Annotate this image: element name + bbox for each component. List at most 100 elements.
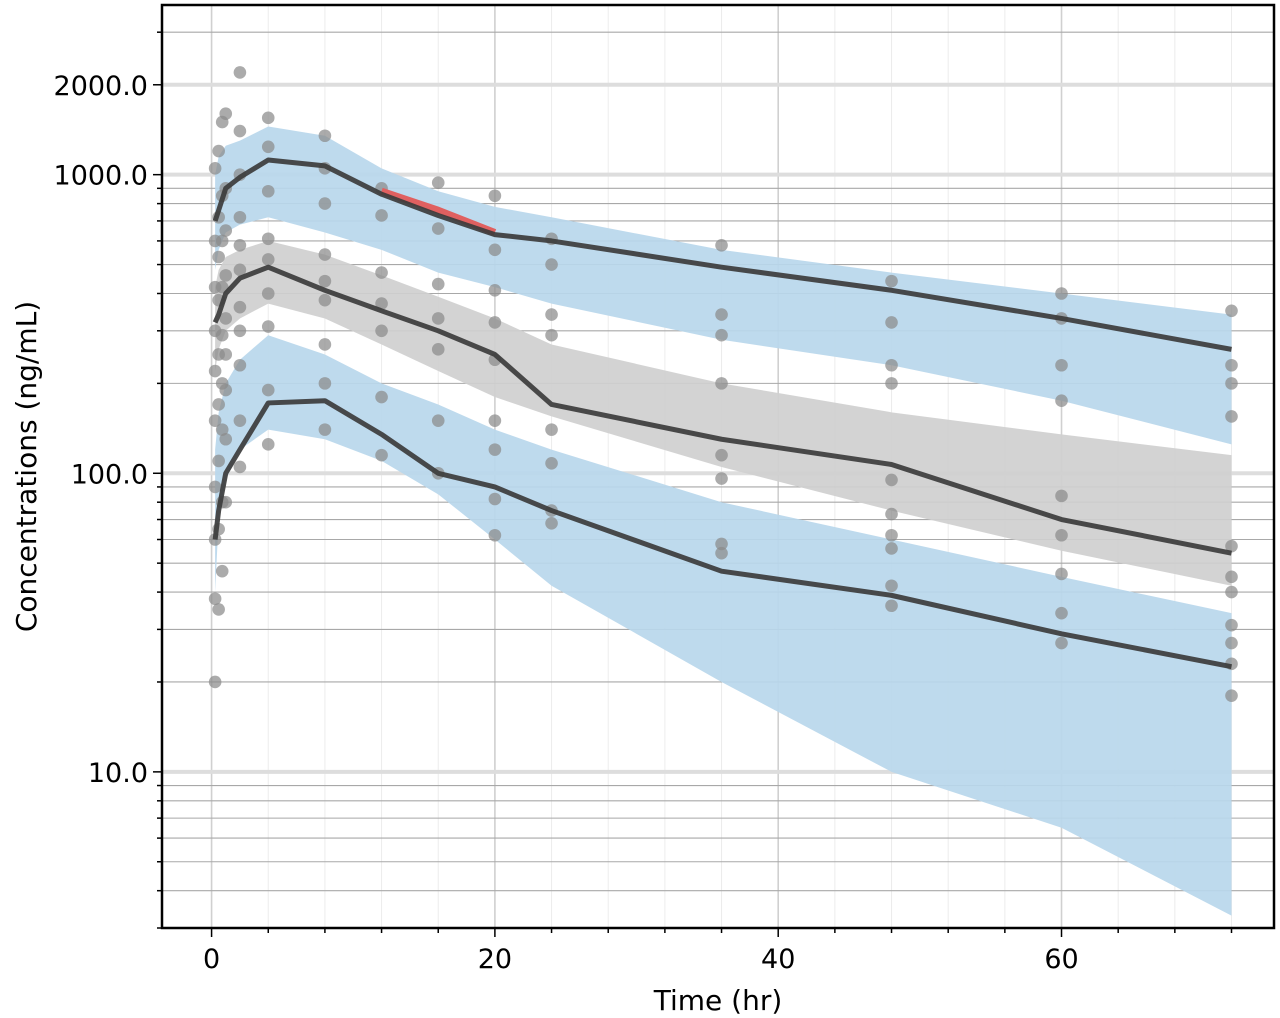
- y-tick-label: 2000.0: [54, 71, 148, 102]
- observed-point: [375, 209, 388, 222]
- observed-point: [885, 507, 898, 521]
- observed-point: [233, 324, 247, 338]
- observed-point: [1055, 489, 1068, 503]
- plot-frame: [160, 3, 1276, 930]
- observed-point: [233, 460, 247, 474]
- x-tick-label: 20: [478, 944, 512, 975]
- observed-point: [215, 564, 229, 578]
- observed-point: [233, 414, 247, 427]
- observed-point: [1055, 358, 1068, 372]
- observed-point: [208, 414, 222, 427]
- observed-point: [488, 443, 502, 456]
- y-tick-label: 100.0: [71, 459, 148, 490]
- observed-point: [545, 516, 558, 530]
- observed-point: [715, 308, 728, 321]
- observed-point: [885, 579, 898, 593]
- observed-point: [715, 448, 728, 462]
- observed-point: [208, 592, 222, 606]
- observed-point: [261, 111, 275, 125]
- observed-point: [318, 423, 332, 436]
- observed-point: [261, 438, 275, 451]
- percentile-lines: [212, 157, 1232, 670]
- observed-point: [488, 283, 502, 297]
- observed-point: [1055, 636, 1068, 650]
- x-tick-label: 60: [1044, 944, 1078, 975]
- observed-point: [1225, 358, 1238, 372]
- observed-point: [318, 274, 332, 288]
- observed-point: [233, 300, 247, 314]
- observed-point: [545, 423, 558, 436]
- observed-point: [375, 448, 388, 462]
- observed-point: [219, 224, 233, 237]
- observed-median-line: [212, 264, 1232, 556]
- observed-point: [431, 277, 445, 291]
- observed-point: [261, 383, 275, 397]
- observed-point: [318, 129, 332, 143]
- observed-point: [885, 473, 898, 487]
- observed-point: [318, 377, 332, 390]
- observed-point: [885, 316, 898, 329]
- observed-point: [215, 328, 229, 342]
- observed-point: [545, 258, 558, 271]
- observed-point: [545, 308, 558, 321]
- median-prediction-interval-band: [215, 240, 1232, 586]
- observed-point: [261, 320, 275, 333]
- observed-point: [488, 243, 502, 257]
- observed-point: [212, 603, 225, 616]
- observed-point: [219, 348, 233, 361]
- observed-point: [1225, 377, 1238, 390]
- observed-point: [431, 222, 445, 235]
- observed-point: [318, 248, 332, 261]
- y-tick-label: 1000.0: [54, 161, 148, 192]
- observed-point: [208, 364, 222, 378]
- observed-point: [715, 546, 728, 560]
- observed-point: [1055, 606, 1068, 620]
- observed-95th-percentile-line: [212, 157, 1232, 352]
- observed-point: [375, 390, 388, 404]
- observed-point: [212, 144, 225, 158]
- upper-percentile-prediction-interval-band: [215, 126, 1232, 445]
- x-axis-title: Time (hr): [653, 984, 783, 1017]
- observed-point: [208, 162, 222, 175]
- observed-point: [1225, 618, 1238, 632]
- observed-point: [488, 492, 502, 506]
- observed-point: [233, 124, 247, 138]
- observed-point: [488, 414, 502, 427]
- observed-point: [885, 599, 898, 613]
- observed-point: [215, 234, 229, 248]
- observed-point: [885, 377, 898, 390]
- observed-point: [1225, 636, 1238, 650]
- x-tick-label: 0: [203, 944, 220, 975]
- observed-point: [261, 232, 275, 246]
- axis-ticks: 0 20 40 60 10.0 100.0 1000.0 2000.0: [54, 31, 1233, 975]
- observed-point: [212, 454, 225, 468]
- observed-point: [219, 312, 233, 325]
- observed-point: [318, 338, 332, 351]
- observed-point: [261, 287, 275, 300]
- observed-point: [715, 328, 728, 342]
- observed-point: [885, 528, 898, 542]
- observed-point: [1225, 539, 1238, 553]
- observed-point: [212, 250, 225, 264]
- observed-point: [1055, 567, 1068, 581]
- observed-point: [375, 324, 388, 338]
- observed-point: [431, 343, 445, 356]
- observed-point: [885, 358, 898, 372]
- observed-point: [1225, 689, 1238, 702]
- observed-point: [488, 316, 502, 329]
- observed-5th-percentile-line: [212, 398, 1232, 670]
- observed-point: [1055, 394, 1068, 407]
- observed-point: [208, 480, 222, 494]
- observed-point: [219, 107, 233, 121]
- observed-point: [233, 263, 247, 277]
- observed-point: [233, 239, 247, 252]
- observed-point: [431, 176, 445, 189]
- observed-point: [715, 239, 728, 252]
- y-axis-title: Concentrations (ng/mL): [10, 301, 43, 632]
- observed-point: [488, 189, 502, 203]
- outside-interval-highlight: [380, 187, 497, 236]
- x-tick-label: 40: [761, 944, 795, 975]
- observed-point: [318, 197, 332, 210]
- observed-point: [545, 328, 558, 342]
